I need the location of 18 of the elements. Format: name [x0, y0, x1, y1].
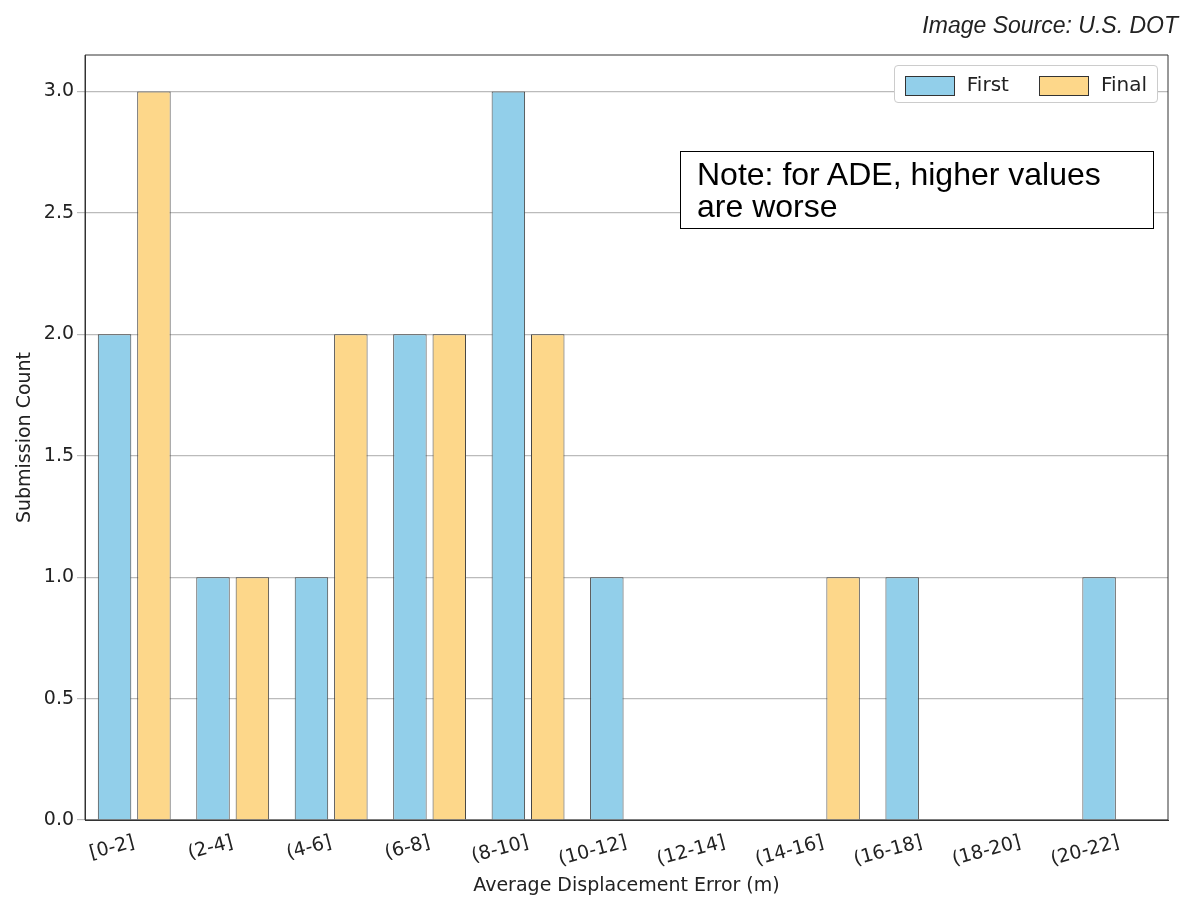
legend-label: Final [1099, 72, 1147, 96]
x-tick-label: (2-4] [185, 829, 236, 863]
annotation: Note: for ADE, higher values are worse [680, 151, 1154, 229]
y-tick-label: 1.0 [43, 564, 75, 587]
y-axis-title: Submission Count [12, 351, 35, 524]
y-tick-label: 0.0 [43, 806, 75, 829]
y-tick-label: 2.5 [43, 199, 75, 222]
y-tick-label: 2.0 [43, 321, 75, 344]
text: Image Source: U.S. DOT [922, 12, 1178, 39]
x-tick-label: (8-10] [468, 829, 531, 866]
x-tick-label: (6-8] [381, 829, 432, 863]
x-tick-label: (4-6] [283, 829, 334, 863]
legend-label: First [965, 72, 1009, 96]
x-axis-title: Average Displacement Error (m) [473, 872, 780, 895]
y-tick-label: 1.5 [43, 442, 75, 465]
y-tick-label: 3.0 [43, 78, 75, 101]
x-tick-label: [0-2] [86, 829, 137, 863]
y-tick-label: 0.5 [43, 685, 75, 708]
